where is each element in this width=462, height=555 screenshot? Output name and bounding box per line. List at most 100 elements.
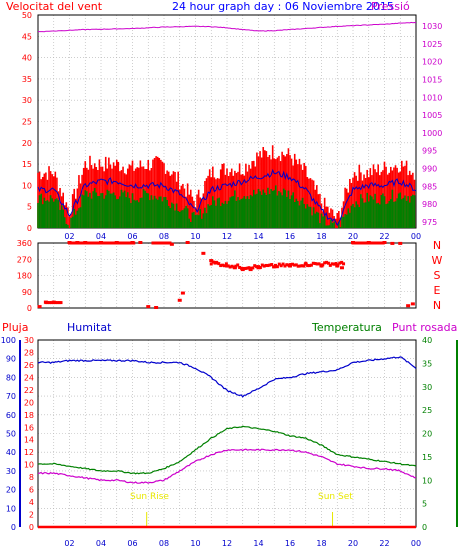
direction-point bbox=[304, 261, 308, 265]
direction-point bbox=[126, 241, 130, 245]
direction-point bbox=[379, 241, 383, 245]
hour-tick-label: 02 bbox=[64, 539, 74, 548]
direction-point bbox=[107, 241, 111, 245]
direction-point bbox=[154, 306, 159, 309]
humidity-tick-label: 30 bbox=[6, 467, 16, 476]
rain-tick-label: 28 bbox=[24, 348, 34, 357]
pressure-tick-label: 1000 bbox=[422, 129, 442, 138]
compass-letter: E bbox=[434, 284, 441, 297]
direction-point bbox=[336, 263, 340, 267]
wind-tick-label: 10 bbox=[22, 181, 32, 190]
direction-point bbox=[328, 263, 332, 267]
direction-point bbox=[86, 241, 90, 245]
direction-point bbox=[155, 241, 159, 245]
direction-point bbox=[234, 264, 238, 268]
rain-tick-label: 10 bbox=[24, 461, 34, 470]
direction-point bbox=[224, 262, 228, 266]
direction-point bbox=[255, 265, 259, 269]
hour-tick-label: 12 bbox=[222, 539, 232, 548]
direction-point bbox=[180, 291, 185, 295]
humidity-tick-label: 100 bbox=[1, 336, 16, 345]
rain-tick-label: 30 bbox=[24, 336, 34, 345]
hour-tick-label: 16 bbox=[285, 539, 295, 548]
direction-point bbox=[296, 264, 300, 268]
direction-point bbox=[339, 266, 344, 270]
direction-point bbox=[164, 241, 168, 245]
chart-title: 24 hour graph day : 06 Noviembre 2015 bbox=[172, 0, 394, 13]
direction-point bbox=[374, 241, 378, 245]
direction-point bbox=[362, 241, 366, 245]
pressure-tick-label: 985 bbox=[422, 182, 437, 191]
direction-point bbox=[353, 241, 357, 245]
pressure-line bbox=[38, 21, 417, 33]
pressure-tick-label: 1030 bbox=[422, 22, 442, 31]
direction-point bbox=[151, 241, 155, 245]
direction-point bbox=[46, 301, 50, 305]
hour-tick-label: 06 bbox=[127, 232, 137, 241]
direction-point bbox=[59, 301, 63, 305]
direction-point bbox=[364, 241, 368, 245]
direction-point bbox=[222, 264, 226, 268]
direction-point bbox=[50, 301, 54, 305]
direction-point bbox=[100, 241, 104, 245]
direction-tick-label: 360 bbox=[17, 239, 32, 248]
direction-point bbox=[53, 301, 57, 305]
compass-letter: N bbox=[433, 299, 441, 312]
direction-point bbox=[340, 260, 344, 264]
direction-point bbox=[311, 261, 315, 265]
direction-point bbox=[221, 263, 225, 267]
direction-point bbox=[217, 262, 221, 266]
humidity-tick-label: 70 bbox=[6, 392, 16, 401]
direction-point bbox=[102, 241, 106, 245]
direction-point bbox=[228, 265, 232, 269]
hour-tick-label: 16 bbox=[285, 232, 295, 241]
hour-tick-label: 22 bbox=[379, 232, 389, 241]
temperature-tick-label: 10 bbox=[422, 476, 432, 485]
direction-point bbox=[325, 260, 329, 264]
wind-tick-label: 15 bbox=[22, 160, 32, 169]
direction-point bbox=[370, 241, 374, 245]
direction-point bbox=[168, 241, 172, 245]
direction-point bbox=[138, 241, 143, 244]
pressure-tick-label: 975 bbox=[422, 218, 437, 227]
direction-point bbox=[313, 262, 317, 266]
direction-point bbox=[247, 266, 251, 270]
direction-point bbox=[321, 263, 325, 267]
direction-point bbox=[289, 263, 293, 267]
direction-point bbox=[294, 263, 298, 267]
hour-tick-label: 18 bbox=[316, 539, 326, 548]
temperature-tick-label: 15 bbox=[422, 453, 432, 462]
direction-point bbox=[185, 241, 190, 244]
rain-tick-label: 0 bbox=[29, 523, 34, 532]
direction-point bbox=[277, 262, 281, 266]
direction-point bbox=[215, 261, 219, 265]
wind-tick-label: 30 bbox=[22, 96, 32, 105]
direction-point bbox=[96, 241, 100, 245]
direction-point bbox=[360, 241, 364, 245]
direction-point bbox=[238, 265, 242, 269]
wind-tick-label: 25 bbox=[22, 118, 32, 127]
temperature-label: Temperatura bbox=[311, 321, 382, 334]
direction-point bbox=[281, 262, 285, 266]
direction-point bbox=[355, 241, 359, 245]
direction-point bbox=[153, 241, 157, 245]
temperature-tick-label: 5 bbox=[422, 500, 427, 509]
direction-point bbox=[410, 302, 415, 306]
direction-point bbox=[169, 242, 174, 246]
hour-tick-label: 00 bbox=[411, 232, 421, 241]
direction-point bbox=[98, 241, 102, 245]
direction-point bbox=[109, 241, 113, 245]
direction-point bbox=[239, 266, 243, 270]
direction-point bbox=[146, 305, 151, 309]
direction-point bbox=[326, 261, 330, 265]
wind-tick-label: 35 bbox=[22, 75, 32, 84]
direction-point bbox=[119, 241, 123, 245]
pressure-tick-label: 995 bbox=[422, 147, 437, 156]
direction-point bbox=[115, 241, 119, 245]
direction-point bbox=[213, 261, 217, 265]
pressure-tick-label: 1010 bbox=[422, 93, 442, 102]
direction-point bbox=[75, 241, 79, 245]
direction-point bbox=[359, 241, 363, 245]
direction-point bbox=[251, 266, 255, 270]
direction-point bbox=[230, 264, 234, 268]
